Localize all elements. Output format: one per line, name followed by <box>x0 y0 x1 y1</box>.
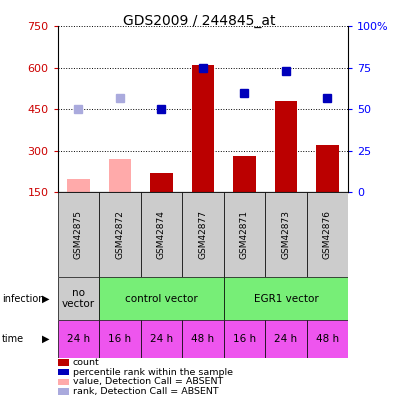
Text: GSM42871: GSM42871 <box>240 211 249 259</box>
Bar <box>99 320 141 358</box>
Bar <box>109 159 131 192</box>
Bar <box>141 320 182 358</box>
Bar <box>275 101 297 192</box>
Text: 24 h: 24 h <box>275 334 298 344</box>
Text: 48 h: 48 h <box>191 334 215 344</box>
Text: GSM42877: GSM42877 <box>199 211 207 259</box>
Text: 16 h: 16 h <box>108 334 131 344</box>
Bar <box>182 192 224 277</box>
Text: rank, Detection Call = ABSENT: rank, Detection Call = ABSENT <box>73 387 219 396</box>
Bar <box>233 156 256 192</box>
Bar <box>224 192 265 277</box>
Text: control vector: control vector <box>125 294 198 304</box>
Text: GSM42873: GSM42873 <box>281 211 291 259</box>
Text: 24 h: 24 h <box>150 334 173 344</box>
Text: GSM42874: GSM42874 <box>157 211 166 259</box>
Bar <box>265 192 307 277</box>
Bar <box>265 320 307 358</box>
Bar <box>307 320 348 358</box>
Bar <box>58 192 99 277</box>
Bar <box>316 145 339 192</box>
Bar <box>224 277 348 320</box>
Bar <box>224 320 265 358</box>
Bar <box>141 192 182 277</box>
Bar <box>58 320 99 358</box>
Bar <box>307 192 348 277</box>
Text: count: count <box>73 358 100 367</box>
Text: infection: infection <box>2 294 45 304</box>
Text: 48 h: 48 h <box>316 334 339 344</box>
Bar <box>191 65 215 192</box>
Text: GSM42875: GSM42875 <box>74 211 83 259</box>
Text: ▶: ▶ <box>42 294 49 304</box>
Bar <box>99 277 224 320</box>
Text: time: time <box>2 334 24 344</box>
Text: value, Detection Call = ABSENT: value, Detection Call = ABSENT <box>73 377 223 386</box>
Bar <box>99 192 141 277</box>
Text: percentile rank within the sample: percentile rank within the sample <box>73 368 233 377</box>
Text: no
vector: no vector <box>62 288 95 309</box>
Text: GSM42872: GSM42872 <box>115 211 125 259</box>
Bar <box>67 179 90 192</box>
Text: 16 h: 16 h <box>233 334 256 344</box>
Text: GSM42876: GSM42876 <box>323 211 332 259</box>
Text: ▶: ▶ <box>42 334 49 344</box>
Bar <box>150 173 173 192</box>
Bar <box>58 277 99 320</box>
Text: GDS2009 / 244845_at: GDS2009 / 244845_at <box>123 14 275 28</box>
Bar <box>182 320 224 358</box>
Text: EGR1 vector: EGR1 vector <box>254 294 318 304</box>
Text: 24 h: 24 h <box>67 334 90 344</box>
